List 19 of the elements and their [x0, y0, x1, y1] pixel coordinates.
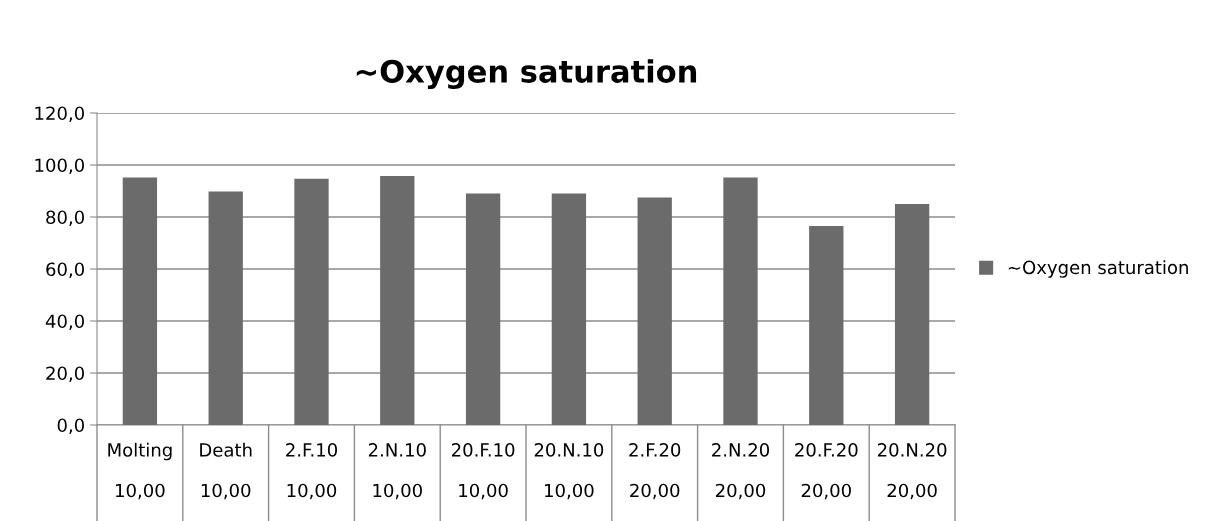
- y-tick-label: 0,0: [57, 418, 84, 434]
- category-label: 20.N.10 10,00: [534, 443, 604, 500]
- chart-title: ~Oxygen saturation: [356, 59, 697, 90]
- category-label: Death 10,00: [200, 442, 252, 500]
- category-label: 20.F.20 20,00: [795, 443, 858, 500]
- y-tick-label: 80,0: [46, 210, 84, 226]
- category-label: 20.N.20 20,00: [877, 443, 947, 500]
- y-tick-label: 40,0: [45, 314, 84, 330]
- category-label: 2.N.20 20,00: [712, 443, 770, 500]
- y-tick-label: 20,0: [46, 366, 84, 382]
- category-label: 20.F.10 10,00: [451, 443, 515, 500]
- y-tick-label: 120,0: [35, 106, 84, 122]
- category-label: 2.N.10 10,00: [368, 443, 426, 500]
- legend-label: ~Oxygen saturation: [1008, 260, 1188, 278]
- category-label: Molting 10,00: [108, 442, 172, 500]
- y-tick-label: 100,0: [35, 158, 84, 174]
- y-tick-label: 60,0: [46, 262, 84, 278]
- category-label: 2.F.10 10,00: [286, 443, 338, 500]
- category-label: 2.F.20 20,00: [629, 443, 681, 500]
